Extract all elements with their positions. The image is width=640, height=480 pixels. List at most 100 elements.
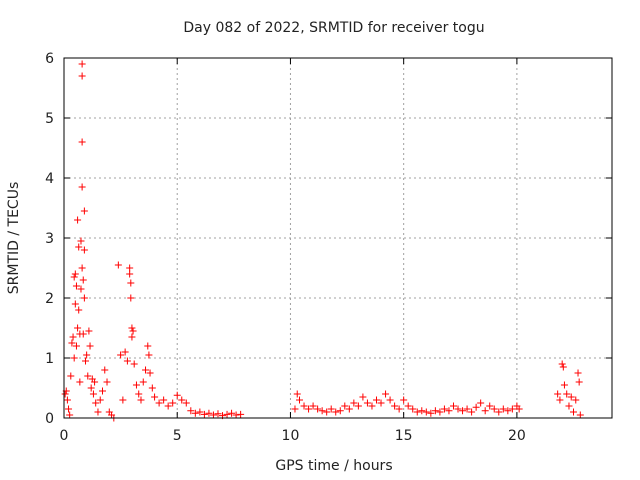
data-point bbox=[223, 410, 231, 418]
data-point bbox=[499, 405, 507, 413]
data-point bbox=[576, 411, 584, 419]
data-point bbox=[117, 351, 125, 359]
x-tick-label: 0 bbox=[60, 428, 69, 444]
data-point bbox=[300, 402, 308, 410]
data-point bbox=[123, 357, 131, 365]
data-point bbox=[137, 396, 145, 404]
y-axis-label: SRMTID / TECUs bbox=[6, 182, 22, 295]
y-tick-label: 5 bbox=[45, 111, 54, 127]
data-point bbox=[363, 399, 371, 407]
data-point bbox=[490, 405, 498, 413]
data-point bbox=[508, 405, 516, 413]
data-point bbox=[422, 408, 430, 416]
data-point bbox=[178, 396, 186, 404]
data-point bbox=[71, 300, 79, 308]
data-point bbox=[89, 390, 97, 398]
data-point bbox=[409, 405, 417, 413]
data-point bbox=[454, 405, 462, 413]
data-point bbox=[559, 363, 567, 371]
data-point bbox=[160, 396, 168, 404]
data-point bbox=[103, 378, 111, 386]
data-point bbox=[336, 407, 344, 415]
data-point bbox=[341, 402, 349, 410]
data-point bbox=[567, 393, 575, 401]
data-point bbox=[142, 366, 150, 374]
y-tick-label: 3 bbox=[45, 231, 54, 247]
data-point bbox=[472, 403, 480, 411]
data-point bbox=[368, 402, 376, 410]
data-point bbox=[65, 405, 73, 413]
data-point bbox=[382, 390, 390, 398]
data-point bbox=[78, 60, 86, 68]
y-tick-label: 6 bbox=[45, 51, 54, 67]
x-tick-label: 15 bbox=[395, 428, 413, 444]
data-point bbox=[323, 408, 331, 416]
data-point bbox=[196, 408, 204, 416]
data-point bbox=[191, 409, 199, 417]
data-point bbox=[75, 306, 83, 314]
data-point bbox=[200, 410, 208, 418]
data-point bbox=[66, 411, 74, 419]
data-point bbox=[114, 261, 122, 269]
data-point bbox=[132, 381, 140, 389]
data-point bbox=[148, 384, 156, 392]
data-point bbox=[318, 407, 326, 415]
data-point bbox=[556, 396, 564, 404]
data-point bbox=[130, 360, 138, 368]
data-point bbox=[570, 408, 578, 416]
data-point bbox=[477, 399, 485, 407]
data-point bbox=[431, 407, 439, 415]
data-point bbox=[309, 402, 317, 410]
x-tick-label: 10 bbox=[282, 428, 300, 444]
data-point bbox=[68, 339, 76, 347]
data-point bbox=[214, 410, 222, 418]
data-point bbox=[169, 399, 177, 407]
data-point bbox=[372, 396, 380, 404]
data-point bbox=[80, 207, 88, 215]
data-point bbox=[563, 390, 571, 398]
data-point bbox=[574, 369, 582, 377]
data-point bbox=[205, 409, 213, 417]
data-point bbox=[468, 408, 476, 416]
data-point bbox=[121, 348, 129, 356]
data-point bbox=[565, 402, 573, 410]
data-point bbox=[87, 384, 95, 392]
data-point bbox=[85, 327, 93, 335]
data-point bbox=[237, 410, 245, 418]
data-point bbox=[91, 378, 99, 386]
data-point bbox=[74, 324, 82, 332]
data-point bbox=[126, 264, 134, 272]
grid-lines bbox=[64, 58, 612, 418]
data-point bbox=[67, 372, 75, 380]
axis-ticks bbox=[63, 57, 612, 419]
data-point bbox=[78, 138, 86, 146]
data-point bbox=[151, 393, 159, 401]
data-point bbox=[98, 387, 106, 395]
data-point bbox=[486, 402, 494, 410]
data-point bbox=[76, 378, 84, 386]
data-point bbox=[79, 276, 87, 284]
data-point bbox=[400, 396, 408, 404]
data-point bbox=[83, 351, 91, 359]
x-tick-label: 20 bbox=[508, 428, 526, 444]
y-tick-label: 4 bbox=[45, 171, 54, 187]
data-point bbox=[72, 282, 80, 290]
data-point bbox=[575, 378, 583, 386]
data-point bbox=[440, 405, 448, 413]
data-point bbox=[459, 407, 467, 415]
data-point bbox=[164, 402, 172, 410]
data-point bbox=[78, 72, 86, 80]
data-point bbox=[228, 409, 236, 417]
data-point bbox=[560, 381, 568, 389]
data-point bbox=[449, 402, 457, 410]
data-point bbox=[139, 378, 147, 386]
y-tick-label: 2 bbox=[45, 291, 54, 307]
data-points bbox=[61, 60, 584, 422]
data-point bbox=[101, 366, 109, 374]
data-point bbox=[413, 408, 421, 416]
data-point bbox=[293, 390, 301, 398]
x-tick-label: 5 bbox=[173, 428, 182, 444]
data-point bbox=[495, 408, 503, 416]
data-point bbox=[126, 270, 134, 278]
data-point bbox=[79, 330, 87, 338]
